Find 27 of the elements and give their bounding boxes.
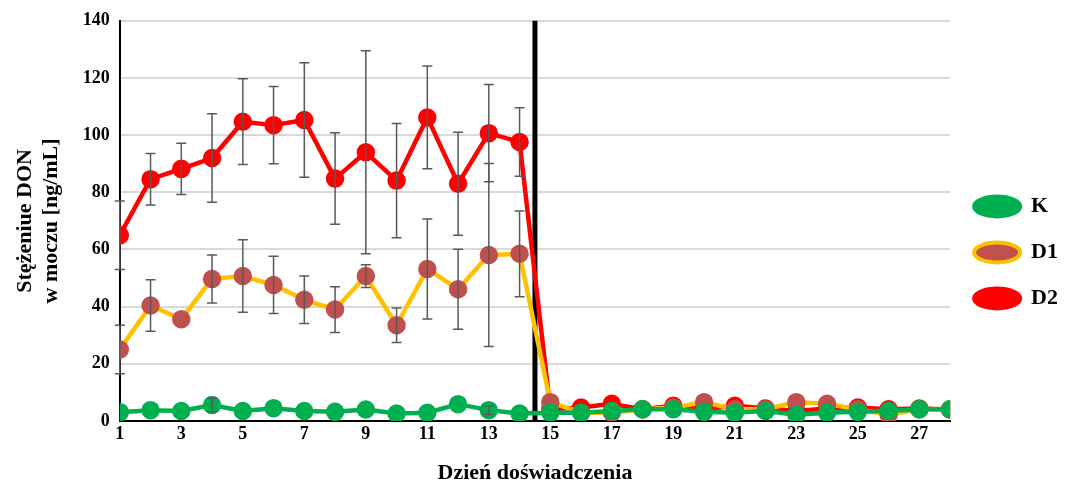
x-tick-label: 17 <box>602 423 621 444</box>
y-tick-label: 60 <box>91 238 110 259</box>
x-tick-label: 21 <box>725 423 744 444</box>
y-tick-label: 100 <box>82 123 110 144</box>
y-tick-label: 0 <box>100 409 110 430</box>
x-tick-label: 5 <box>238 423 248 444</box>
y-tick-label: 20 <box>91 352 110 373</box>
y-tick-label: 80 <box>91 180 110 201</box>
y-axis-title: Stężeniue DON w moczu [ng/mL] <box>10 138 63 304</box>
x-tick-label: 11 <box>418 423 436 444</box>
x-tick-label: 25 <box>848 423 867 444</box>
x-tick-label: 1 <box>115 423 125 444</box>
x-tick-label: 15 <box>541 423 560 444</box>
x-tick-label: 3 <box>176 423 186 444</box>
x-axis-title: Dzień doświadczenia <box>437 459 633 485</box>
y-tick-label: 40 <box>91 295 110 316</box>
legend-label: K <box>1031 192 1049 218</box>
legend-label: D2 <box>1031 284 1058 310</box>
x-tick-label: 27 <box>910 423 929 444</box>
x-tick-label: 19 <box>664 423 683 444</box>
x-tick-label: 9 <box>361 423 371 444</box>
legend-label: D1 <box>1031 238 1058 264</box>
y-tick-label: 120 <box>82 66 110 87</box>
x-tick-label: 13 <box>479 423 498 444</box>
x-tick-label: 23 <box>787 423 806 444</box>
x-tick-label: 7 <box>299 423 309 444</box>
y-tick-label: 140 <box>82 9 110 30</box>
